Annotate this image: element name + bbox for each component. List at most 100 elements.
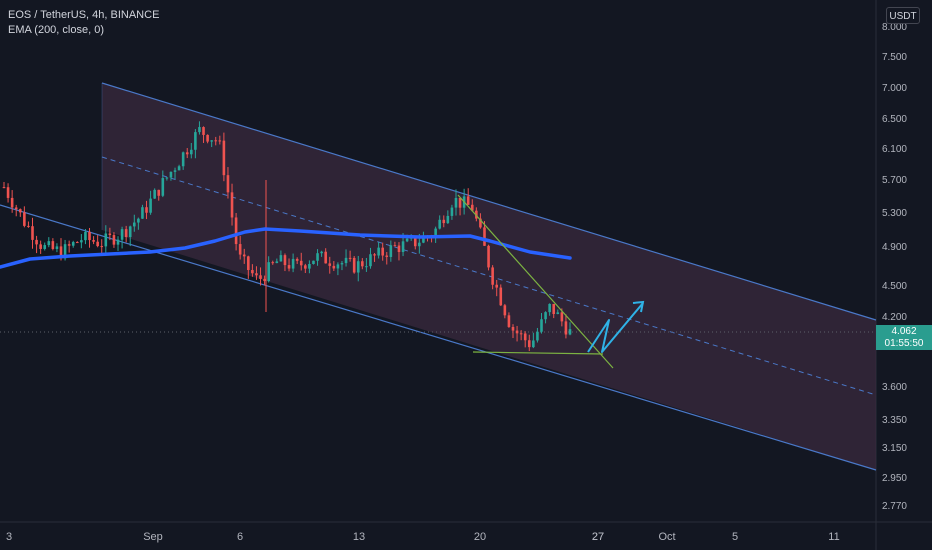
candle-body: [283, 255, 287, 266]
candle-body: [218, 140, 222, 142]
x-tick-label: 20: [474, 531, 486, 543]
y-tick-label: 4.900: [882, 242, 907, 253]
candle-body: [401, 241, 405, 253]
candle-body: [422, 236, 425, 243]
candle-body: [532, 340, 535, 348]
candle-body: [128, 226, 132, 238]
x-tick-label: 27: [592, 531, 604, 543]
candle-body: [552, 303, 556, 315]
candle-body: [536, 331, 539, 341]
candle-body: [348, 257, 352, 259]
y-tick-label: 4.500: [882, 281, 907, 292]
candle-body: [275, 261, 279, 264]
candle-body: [247, 256, 250, 271]
candle-body: [120, 229, 124, 240]
currency-badge[interactable]: USDT: [886, 7, 920, 24]
y-tick-label: 8.000: [882, 22, 907, 33]
candle-body: [438, 219, 441, 229]
candle-body: [6, 187, 10, 198]
y-tick-label: 2.770: [882, 501, 907, 512]
candle-body: [92, 240, 95, 242]
x-tick-label: 27: [592, 531, 604, 543]
candle-body: [385, 255, 389, 257]
candle-body: [141, 207, 144, 219]
candle-body: [255, 273, 258, 276]
candle-body: [491, 267, 494, 285]
candle-body: [23, 212, 26, 226]
candle-body: [145, 207, 148, 213]
y-tick-label: 2.950: [882, 473, 907, 484]
candle-body: [312, 260, 315, 264]
x-tick-label: 5: [732, 531, 738, 543]
candle-body: [80, 240, 83, 243]
price-axis-bg: [876, 0, 932, 550]
candle-body: [263, 278, 266, 282]
candle-body: [2, 187, 6, 189]
candle-body: [507, 315, 511, 327]
y-tick-label: 3.150: [882, 443, 907, 454]
candle-body: [153, 189, 156, 199]
candle-body: [271, 262, 275, 264]
candle-body: [373, 254, 376, 256]
candle-body: [116, 239, 120, 245]
candle-body: [47, 241, 51, 246]
candle-body: [161, 178, 165, 196]
candle-body: [71, 242, 75, 246]
candle-body: [149, 198, 152, 213]
candle-body: [479, 218, 482, 228]
projection-arrow-head: [632, 300, 645, 313]
candle-body: [340, 263, 344, 265]
candle-body: [332, 265, 336, 269]
candle-body: [295, 258, 299, 261]
candle-body: [487, 245, 490, 268]
candle-body: [14, 207, 18, 210]
candle-body: [299, 260, 303, 266]
candle-body: [39, 244, 42, 249]
candle-body: [88, 231, 91, 241]
chart-legend: EOS / TetherUS, 4h, BINANCE EMA (200, cl…: [8, 8, 159, 38]
candle-body: [165, 177, 169, 179]
candle-body: [279, 255, 283, 262]
candle-body: [556, 312, 560, 315]
candle-body: [63, 244, 67, 259]
candle-body: [75, 242, 79, 244]
candle-body: [397, 245, 401, 253]
ema-line: [0, 227, 572, 269]
candle-body: [287, 265, 291, 269]
candle-body: [157, 189, 161, 196]
candle-body: [234, 217, 238, 245]
candle-body: [230, 192, 234, 218]
candle-body: [344, 257, 348, 264]
candle-body: [137, 218, 140, 223]
candle-body: [226, 175, 230, 193]
candle-body: [291, 258, 295, 269]
symbol-label: EOS / TetherUS, 4h, BINANCE: [8, 9, 160, 21]
candle-body: [511, 326, 515, 331]
candle-body: [568, 329, 572, 335]
candle-body: [202, 127, 205, 135]
candle-body: [483, 227, 486, 246]
candle-body: [27, 225, 30, 227]
candle-body: [177, 166, 181, 171]
x-tick-label: Oct: [658, 531, 675, 543]
y-tick-label: 6.500: [882, 114, 907, 125]
y-tick-label: 6.100: [882, 144, 907, 155]
candle-body: [515, 330, 519, 334]
candle-body: [169, 171, 173, 178]
triangle-support-line: [472, 351, 604, 355]
candle-body: [55, 246, 59, 249]
last-price-tag: 4.062 01:55:50: [876, 325, 932, 350]
x-tick-label: 11: [828, 531, 839, 543]
candle-body: [495, 284, 499, 288]
candle-body: [84, 231, 87, 241]
candle-body: [356, 261, 360, 273]
candle-body: [222, 140, 226, 176]
candle-body: [389, 245, 393, 257]
candle-body: [10, 197, 14, 208]
candle-body: [413, 237, 417, 247]
candle-body: [324, 251, 327, 264]
triangle-resistance-line: [457, 194, 614, 369]
candle-body: [173, 170, 177, 172]
